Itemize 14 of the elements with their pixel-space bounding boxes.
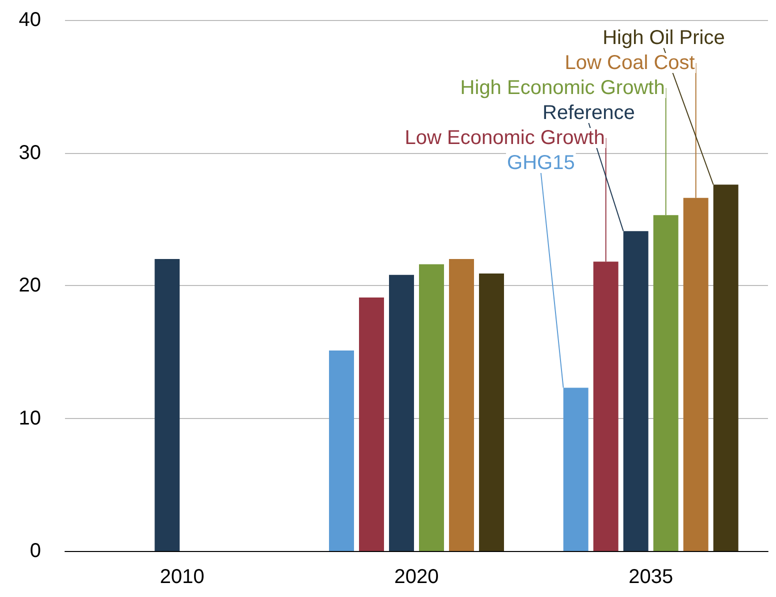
text: GHG15 xyxy=(507,152,575,174)
x-tick-label: 2010 xyxy=(160,566,204,588)
y-tick-label: 20 xyxy=(18,274,41,296)
x-tick-label: 2035 xyxy=(628,566,674,588)
text: High Economic Growth xyxy=(460,77,665,99)
text: Low Coal Cost xyxy=(564,52,696,74)
y-tick-label: 30 xyxy=(18,142,41,164)
y-tick-label: 0 xyxy=(30,540,41,562)
x-tick-label: 2020 xyxy=(394,566,439,588)
y-tick-label: 10 xyxy=(18,407,41,430)
y-tick-label: 40 xyxy=(18,9,41,31)
text: Reference xyxy=(542,102,635,124)
text: Low Economic Growth xyxy=(404,127,605,149)
text: High Oil Price xyxy=(602,27,725,49)
